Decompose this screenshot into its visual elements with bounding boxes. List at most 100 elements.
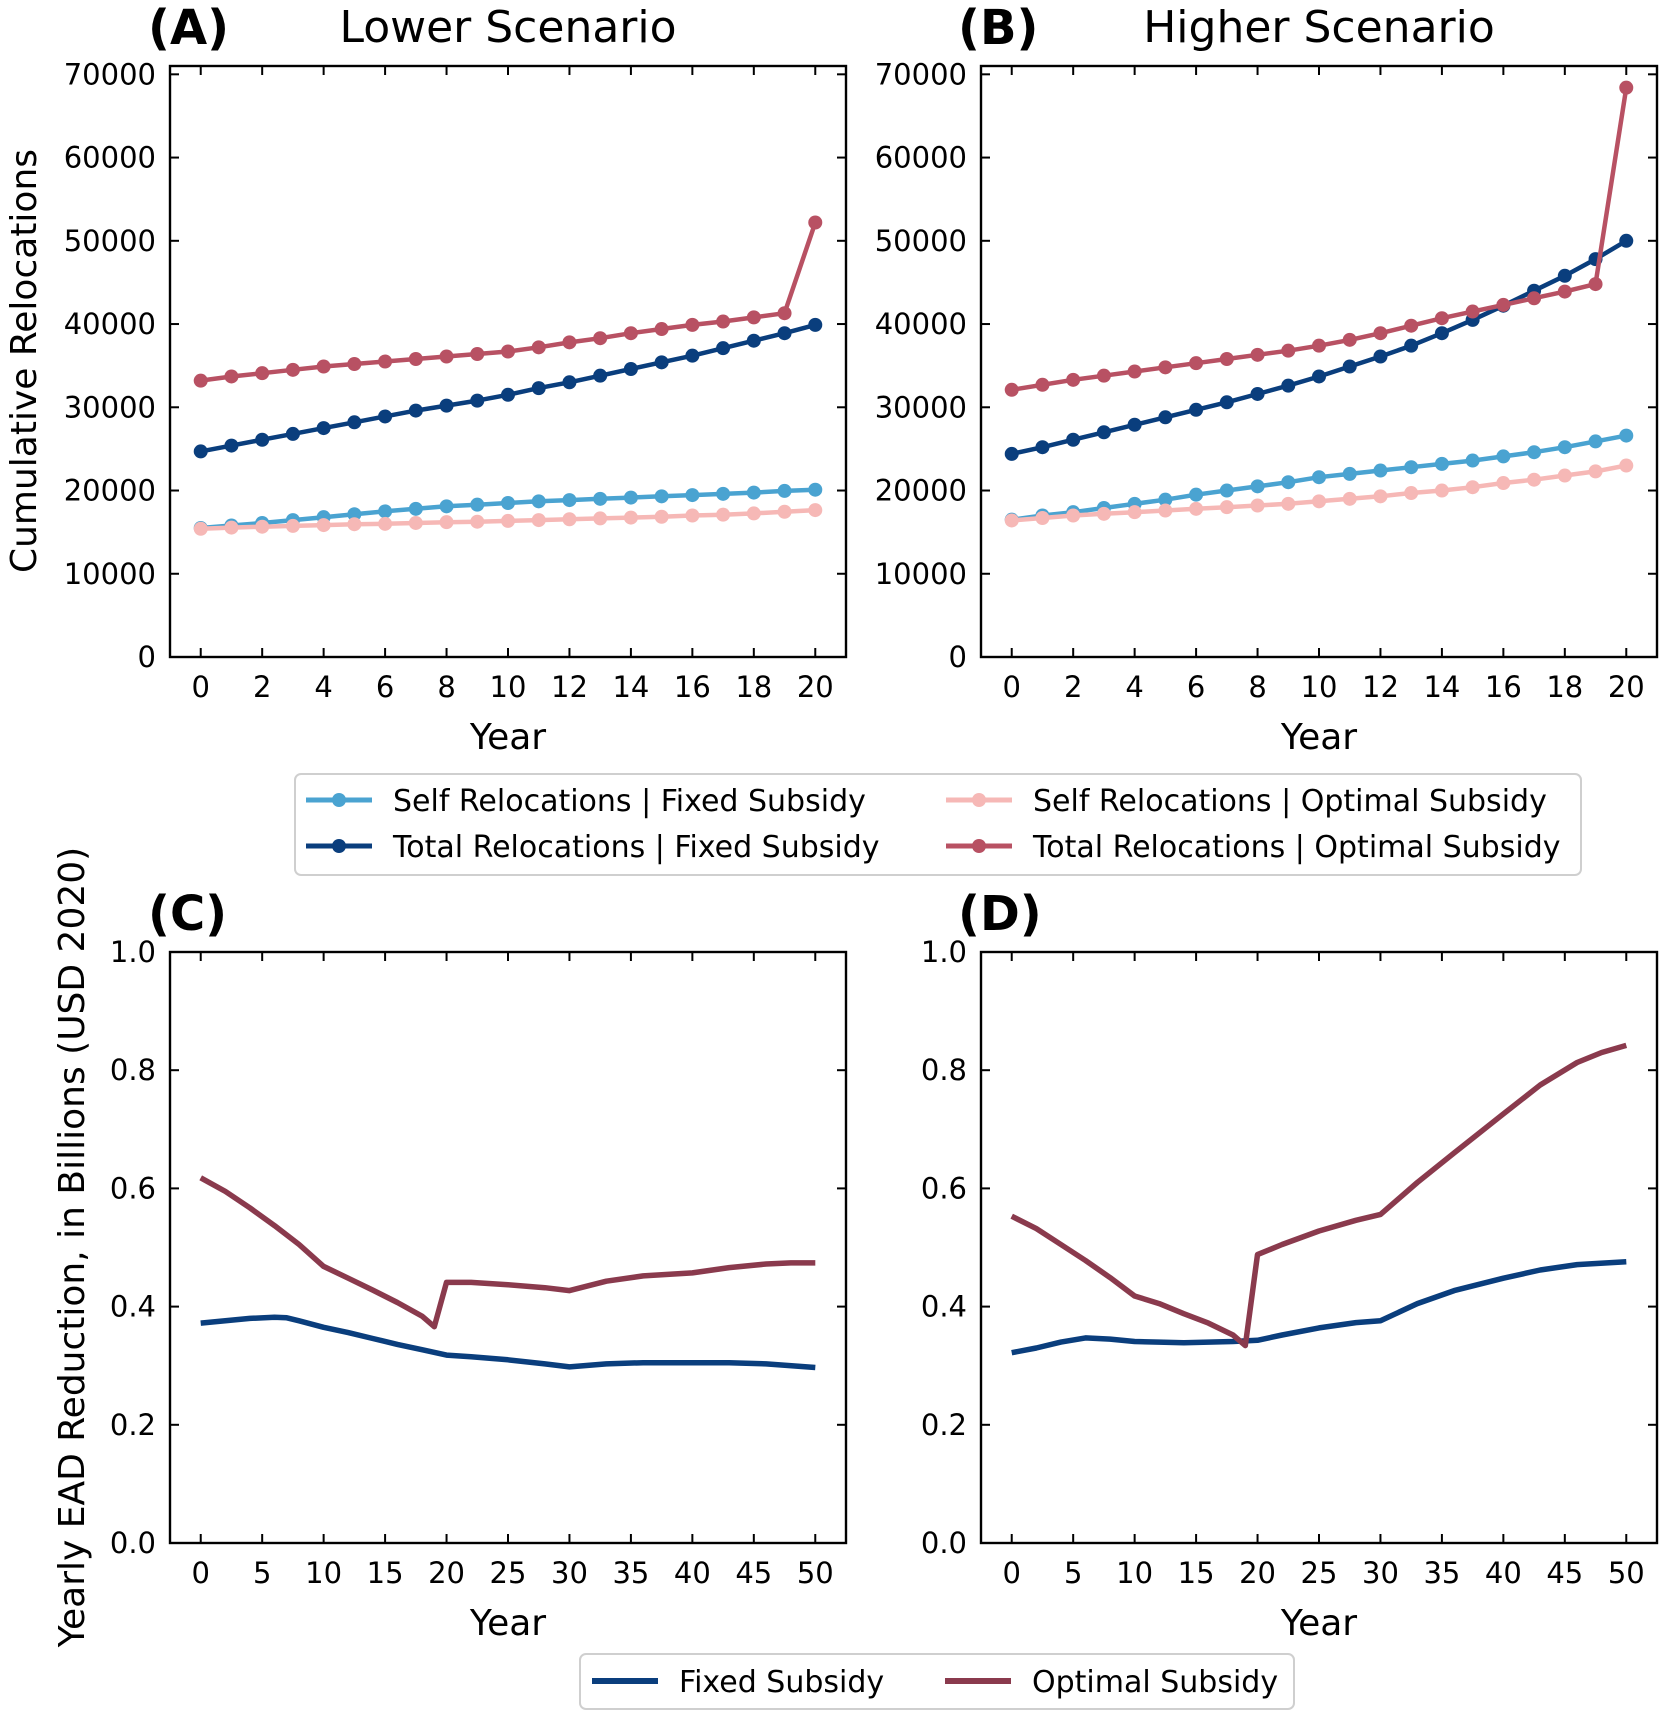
x-tick-label: 10 [305, 1556, 342, 1590]
x-tick-label: 45 [735, 1556, 772, 1590]
y-tick-label: 0.0 [921, 1526, 967, 1560]
x-tick-label: 20 [428, 1556, 465, 1590]
data-point-total_fixed [1557, 268, 1572, 283]
data-point-self_optimal [1619, 458, 1634, 473]
legend-frame [579, 1653, 1295, 1710]
data-point-self_optimal [1066, 508, 1081, 523]
legend-label: Self Relocations | Optimal Subsidy [1033, 784, 1547, 819]
series-self_optimal [193, 503, 823, 536]
data-point-total_fixed [1404, 338, 1419, 353]
data-point-self_optimal [1127, 505, 1142, 520]
series-fixed [200, 1314, 816, 1371]
data-point-total_fixed [255, 432, 270, 447]
data-point-self_fixed [746, 485, 761, 500]
series-total_optimal [1004, 80, 1634, 397]
legend-subsidy: Fixed Subsidy Optimal Subsidy [579, 1653, 1295, 1710]
x-tick-label: 8 [437, 670, 455, 704]
y-tick-label: 40000 [64, 307, 156, 341]
x-tick-label: 40 [1485, 1556, 1522, 1590]
data-point-self_fixed [593, 491, 608, 506]
x-tick-label: 30 [551, 1556, 588, 1590]
data-point-total_optimal [593, 331, 608, 346]
data-point-self_fixed [378, 504, 393, 519]
data-point-self_optimal [347, 517, 362, 532]
series-total_optimal [193, 215, 823, 388]
data-point-total_optimal [1219, 352, 1234, 367]
series-line-fixed [200, 1314, 816, 1371]
data-point-total_optimal [224, 369, 239, 384]
data-point-total_fixed [439, 398, 454, 413]
data-point-self_fixed [531, 494, 546, 509]
panel-label: (C) [148, 886, 227, 942]
panel-label: (B) [958, 0, 1038, 56]
data-point-self_fixed [501, 496, 515, 511]
plot-frame [979, 950, 1659, 1545]
series-optimal [1010, 1042, 1628, 1349]
data-point-total_optimal [562, 335, 577, 350]
plot-frame [168, 64, 848, 659]
y-tick-label: 0 [138, 640, 156, 674]
y-tick-label: 1.0 [110, 935, 156, 969]
y-tick-label: 30000 [875, 390, 967, 424]
x-tick-label: 5 [253, 1556, 271, 1590]
y-tick-label: 0 [949, 640, 967, 674]
x-tick-label: 40 [674, 1556, 711, 1590]
data-point-self_fixed [685, 488, 700, 503]
data-point-total_fixed [408, 403, 423, 418]
legend-marker-total_optimal [972, 839, 986, 853]
data-point-total_optimal [1281, 343, 1296, 358]
data-point-total_fixed [1342, 359, 1357, 374]
data-point-self_fixed [1527, 445, 1542, 460]
data-point-total_optimal [1127, 364, 1142, 379]
x-tick-label: 4 [314, 670, 332, 704]
x-tick-label: 16 [674, 670, 711, 704]
data-point-total_fixed [1189, 402, 1204, 417]
data-point-total_fixed [623, 361, 638, 376]
data-point-self_fixed [1281, 475, 1296, 490]
legend-label: Total Relocations | Fixed Subsidy [392, 830, 880, 865]
y-tick-label: 0.2 [921, 1408, 967, 1442]
y-tick-label: 0.6 [921, 1171, 967, 1205]
y-tick-label: 0.4 [921, 1290, 967, 1324]
data-point-total_optimal [1342, 332, 1357, 347]
data-point-self_fixed [808, 482, 823, 497]
data-point-self_optimal [777, 504, 792, 519]
legend-marker-self_fixed [332, 793, 346, 807]
panel-label: (D) [958, 886, 1042, 942]
y-tick-label: 10000 [875, 557, 967, 591]
data-point-self_optimal [193, 521, 208, 536]
data-point-total_fixed [470, 393, 485, 408]
data-point-total_optimal [531, 340, 546, 355]
data-point-total_fixed [1004, 446, 1019, 461]
series-line-optimal [199, 1175, 816, 1330]
data-point-total_optimal [716, 314, 731, 329]
data-point-total_fixed [593, 368, 608, 383]
data-point-total_optimal [1588, 277, 1603, 292]
data-point-total_optimal [1465, 304, 1480, 319]
data-point-total_fixed [1619, 233, 1634, 248]
x-tick-label: 50 [1608, 1556, 1645, 1590]
data-point-self_optimal [1434, 483, 1449, 498]
x-tick-label: 45 [1546, 1556, 1583, 1590]
y-tick-label: 70000 [875, 57, 967, 91]
data-point-total_fixed [1066, 432, 1081, 447]
data-point-self_optimal [1527, 472, 1542, 487]
data-point-self_optimal [1281, 496, 1296, 511]
data-point-total_optimal [408, 352, 423, 367]
series-line-fixed [1011, 1258, 1627, 1356]
legend-frame [294, 773, 1582, 876]
series-fixed [1011, 1258, 1627, 1356]
x-tick-label: 4 [1125, 670, 1143, 704]
legend-relocations: Self Relocations | Fixed Subsidy Total Re… [294, 773, 1582, 876]
x-tick-label: 6 [376, 670, 394, 704]
data-point-self_optimal [1342, 491, 1357, 506]
y-tick-label: 10000 [64, 557, 156, 591]
data-point-self_optimal [285, 518, 300, 533]
data-point-self_optimal [1219, 500, 1234, 515]
data-point-self_optimal [1004, 513, 1019, 528]
series-self_optimal [1004, 458, 1634, 528]
x-tick-label: 18 [735, 670, 772, 704]
y-tick-label: 0.4 [110, 1290, 156, 1324]
data-point-total_fixed [1219, 395, 1234, 410]
